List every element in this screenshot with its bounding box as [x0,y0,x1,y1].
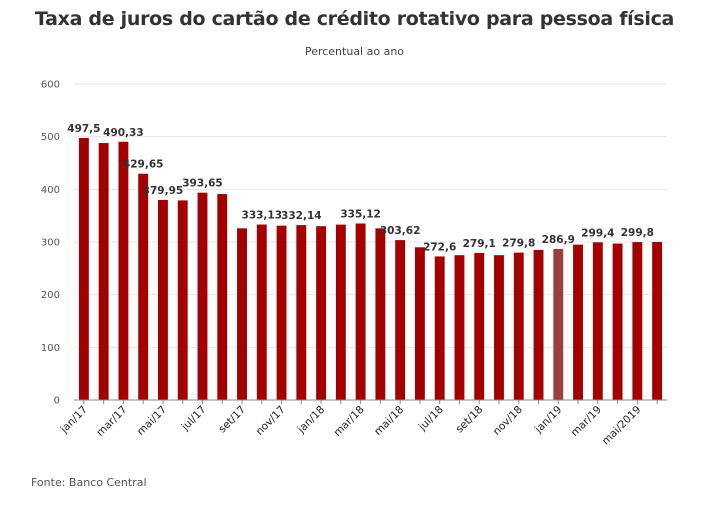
bar-jan-17 [78,137,89,400]
bar-set-17 [237,228,247,400]
y-tick-label: 300 [41,238,60,249]
bar-nov-17 [276,225,287,400]
bar-mar-19 [592,242,603,400]
bar-mar-18 [355,223,366,400]
data-label: 272,6 [423,241,456,253]
y-tick-label: 400 [41,185,60,196]
bar-mai-17 [158,199,168,400]
x-tick-label: jul/17 [179,404,209,434]
bar-mai-2019 [632,242,643,400]
bar-fev-18 [335,224,346,400]
bar-nov-18 [513,252,524,400]
bar-ago-17 [217,194,228,400]
data-label: 333,13 [242,210,283,222]
data-label: 490,33 [103,127,144,139]
bar-jun-19 [652,242,663,400]
y-tick-label: 500 [41,132,60,143]
x-tick-label: jan/19 [532,404,564,436]
x-tick-label: nov/18 [491,404,525,438]
data-label: 429,65 [123,159,164,171]
bar-fev-19 [573,244,583,400]
bar-jan-19 [553,248,564,400]
data-label: 279,8 [502,238,535,250]
data-label: 379,95 [143,185,184,197]
y-tick-label: 100 [41,343,60,354]
bar-mai-18 [395,240,406,400]
bar-ago-18 [454,255,465,400]
bar-out-17 [256,224,267,400]
bar-set-18 [474,253,485,400]
x-tick-label: set/17 [216,404,248,436]
data-label: 335,12 [340,209,381,221]
bar-jun-18 [414,247,425,400]
y-axis-ticks: 0 100 200 300 400 500 600 [41,80,60,407]
bar-jul-18 [434,256,445,400]
bar-abr-19 [612,243,623,400]
bar-abr-17 [138,173,149,400]
x-tick-label: mai/18 [372,404,406,438]
chart-title: Taxa de juros do cartão de crédito rotat… [34,8,675,30]
data-label: 299,8 [621,227,654,239]
data-label: 303,62 [380,225,421,237]
data-label: 286,9 [542,234,575,246]
x-tick-label: set/18 [454,404,486,436]
data-label: 299,4 [581,227,614,239]
chart-subtitle: Percentual ao ano [304,45,405,58]
data-label: 497,5 [67,123,100,135]
bar-dez-17 [296,225,307,400]
bars [78,137,663,401]
grid-lines [74,83,667,348]
x-axis-ticks: jan/17 mar/17 mai/17 jul/17 set/17 nov/17 jan/… [58,400,658,447]
bar-jul-17 [197,192,208,400]
bar-out-18 [494,255,504,400]
bar-fev-17 [98,142,109,400]
y-tick-label: 200 [41,290,60,301]
y-tick-label: 600 [41,80,60,91]
x-tick-label: mai/2019 [600,404,644,448]
x-tick-label: jan/17 [58,404,90,436]
bar-mar-17 [118,141,129,401]
x-tick-label: mar/19 [569,404,604,439]
y-tick-label: 0 [54,396,60,407]
x-tick-label: mar/18 [331,404,366,439]
x-tick-label: jul/18 [416,404,446,434]
source-note: Fonte: Banco Central [31,476,147,489]
x-tick-label: mai/17 [135,404,169,438]
data-label: 393,65 [182,178,223,190]
x-tick-label: nov/17 [254,404,288,438]
bar-abr-18 [375,228,386,400]
data-label: 279,1 [463,238,496,250]
bar-jun-17 [177,200,188,400]
data-label: 332,14 [281,210,322,222]
x-tick-label: jan/18 [295,404,327,436]
bar-jan-18 [316,226,327,400]
x-tick-label: mar/17 [94,404,129,439]
bar-dez-18 [533,249,544,400]
